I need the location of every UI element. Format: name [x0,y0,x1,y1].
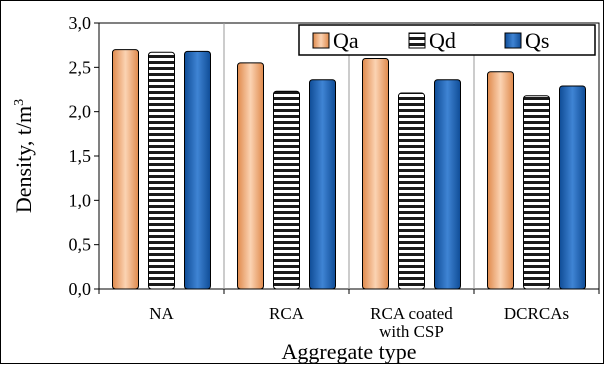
y-tick-label: 2,0 [69,102,92,122]
bar-qs [434,79,461,290]
bar-qa [362,57,389,290]
bar-qd [398,92,425,290]
bar-qd [523,95,550,290]
legend-box [298,24,596,56]
y-tick-label: 0,0 [69,279,92,299]
bar-qd [273,90,300,290]
x-tick-label: RCA [269,304,305,323]
bar-qd [148,51,175,290]
x-tick-label: with CSP [379,322,444,341]
x-tick-label: RCA coated [370,304,453,323]
bar-qa [237,62,264,290]
legend-label-qd: Qd [429,28,456,53]
bar-qs [559,85,586,290]
y-tick-label: 1,5 [69,146,92,166]
y-axis-label: Density, t/m3 [11,99,36,213]
bar-qa [487,71,514,290]
legend-swatch-qd [408,32,426,49]
bar-qs [309,79,336,290]
y-tick-label: 0,5 [69,235,92,255]
legend-label-qs: Qs [525,28,549,53]
legend-swatch-qs [504,32,522,49]
y-axis-label-superscript: 3 [12,99,27,106]
bar-qs [184,50,211,290]
legend-swatch-qa [312,32,330,49]
x-tick-label: NA [149,304,174,323]
x-tick-label: DCRCAs [504,304,569,323]
x-axis-label: Aggregate type [282,339,417,364]
y-tick-label: 3,0 [69,13,92,33]
legend-label-qa: Qa [333,28,359,53]
y-tick-label: 2,5 [69,57,92,77]
bar-qa [112,49,139,290]
y-tick-label: 1,0 [69,190,92,210]
